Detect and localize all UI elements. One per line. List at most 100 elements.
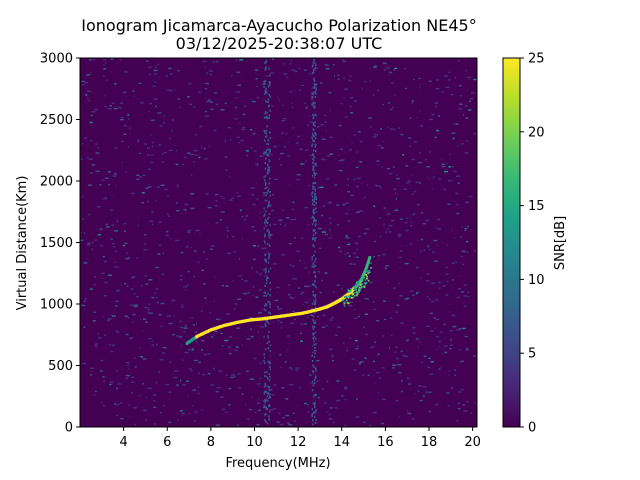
noise-pixel (293, 420, 296, 422)
noise-pixel (151, 211, 155, 213)
interference-pixel (264, 324, 266, 327)
noise-pixel (130, 288, 134, 290)
noise-pixel (312, 188, 313, 190)
noise-pixel (391, 334, 393, 336)
noise-pixel (460, 143, 464, 145)
interference-pixel (263, 139, 266, 142)
noise-pixel (322, 314, 326, 317)
noise-pixel (318, 223, 320, 225)
interference-pixel (266, 243, 269, 246)
noise-pixel (294, 318, 296, 321)
trace-spread-pixel (352, 296, 355, 299)
interference-pixel (311, 97, 313, 100)
noise-pixel (109, 105, 112, 107)
noise-pixel (422, 223, 426, 225)
interference-pixel (266, 192, 268, 194)
noise-pixel (340, 148, 343, 150)
noise-pixel (250, 335, 254, 338)
noise-pixel (256, 423, 260, 426)
interference-pixel (268, 233, 270, 236)
noise-pixel (281, 119, 286, 122)
noise-pixel (82, 196, 84, 198)
interference-pixel (313, 204, 315, 207)
interference-pixel (265, 67, 267, 69)
y-tick-label: 0 (65, 421, 73, 436)
noise-pixel (125, 362, 130, 364)
noise-pixel (198, 361, 202, 363)
noise-pixel (364, 228, 369, 230)
noise-pixel (453, 170, 457, 172)
interference-pixel (267, 385, 269, 388)
trace-pixel (239, 320, 242, 324)
interference-pixel (311, 92, 313, 95)
noise-pixel (224, 339, 229, 342)
noise-pixel (242, 292, 247, 295)
noise-pixel (215, 200, 218, 202)
noise-pixel (276, 306, 279, 308)
noise-pixel (332, 291, 335, 293)
noise-pixel (402, 354, 406, 357)
noise-pixel (438, 178, 442, 180)
interference-pixel (314, 405, 316, 408)
noise-pixel (341, 287, 343, 290)
noise-pixel (218, 370, 223, 372)
noise-pixel (404, 355, 409, 357)
noise-pixel (137, 141, 140, 143)
noise-pixel (235, 91, 240, 93)
noise-pixel (148, 66, 152, 68)
trace-pixel (244, 319, 247, 323)
noise-pixel (241, 393, 244, 395)
noise-pixel (81, 143, 83, 145)
noise-pixel (133, 293, 136, 295)
noise-pixel (351, 358, 355, 360)
trace-pixel (275, 315, 278, 319)
trace-spread-pixel (349, 290, 351, 293)
interference-pixel (265, 390, 267, 393)
interference-pixel (263, 405, 266, 408)
noise-pixel (458, 328, 462, 330)
noise-pixel (378, 391, 379, 394)
interference-pixel (265, 135, 267, 138)
noise-pixel (94, 390, 97, 393)
interference-pixel (314, 284, 316, 287)
noise-pixel (293, 278, 298, 280)
noise-pixel (89, 288, 93, 290)
noise-pixel (417, 239, 419, 241)
noise-pixel (235, 107, 237, 109)
noise-pixel (140, 356, 143, 358)
noise-pixel (296, 250, 301, 252)
noise-pixel (187, 394, 189, 397)
noise-pixel (446, 392, 450, 394)
noise-pixel (305, 106, 308, 108)
noise-pixel (168, 67, 172, 70)
noise-pixel (411, 173, 413, 176)
x-tick-label: 14 (333, 435, 350, 450)
noise-pixel (340, 103, 343, 105)
interference-pixel (267, 336, 269, 339)
noise-pixel (436, 227, 438, 229)
noise-pixel (384, 318, 387, 321)
noise-pixel (238, 258, 240, 260)
noise-pixel (125, 333, 129, 336)
interference-pixel (313, 219, 315, 222)
noise-pixel (104, 281, 108, 284)
interference-pixel (264, 175, 267, 178)
noise-pixel (192, 405, 194, 407)
noise-pixel (280, 223, 281, 225)
interference-pixel (269, 224, 271, 227)
noise-pixel (359, 210, 364, 212)
noise-pixel (227, 346, 231, 348)
noise-pixel (457, 60, 460, 62)
noise-pixel (87, 90, 91, 92)
noise-pixel (407, 412, 412, 415)
noise-pixel (103, 380, 106, 383)
interference-pixel (313, 208, 316, 211)
noise-pixel (166, 89, 170, 91)
noise-pixel (180, 326, 184, 329)
noise-pixel (328, 413, 331, 416)
trace-pixel (283, 314, 286, 318)
noise-pixel (372, 411, 377, 414)
noise-pixel (456, 175, 460, 177)
noise-pixel (267, 192, 269, 194)
interference-pixel (264, 89, 267, 92)
